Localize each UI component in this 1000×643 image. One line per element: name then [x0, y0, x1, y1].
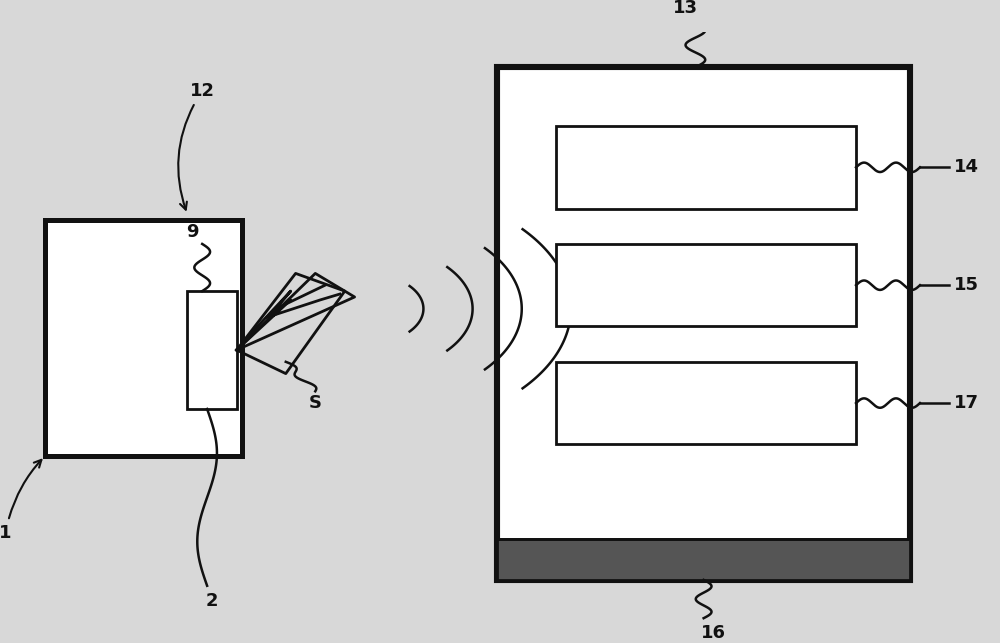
Bar: [187, 291, 237, 409]
Text: 12: 12: [178, 82, 215, 210]
Text: 1: 1: [0, 460, 41, 542]
Bar: [556, 362, 856, 444]
Bar: [556, 244, 856, 327]
Text: 15: 15: [954, 276, 979, 294]
Text: 2: 2: [206, 592, 218, 610]
Text: 9: 9: [186, 223, 199, 241]
Bar: [497, 539, 910, 580]
Bar: [497, 67, 910, 580]
Bar: [556, 126, 856, 208]
Text: 13: 13: [673, 0, 698, 17]
Text: 16: 16: [701, 624, 726, 642]
Text: S: S: [309, 394, 322, 412]
Text: 14: 14: [954, 158, 979, 176]
Text: 17: 17: [954, 394, 979, 412]
Bar: [45, 221, 242, 456]
